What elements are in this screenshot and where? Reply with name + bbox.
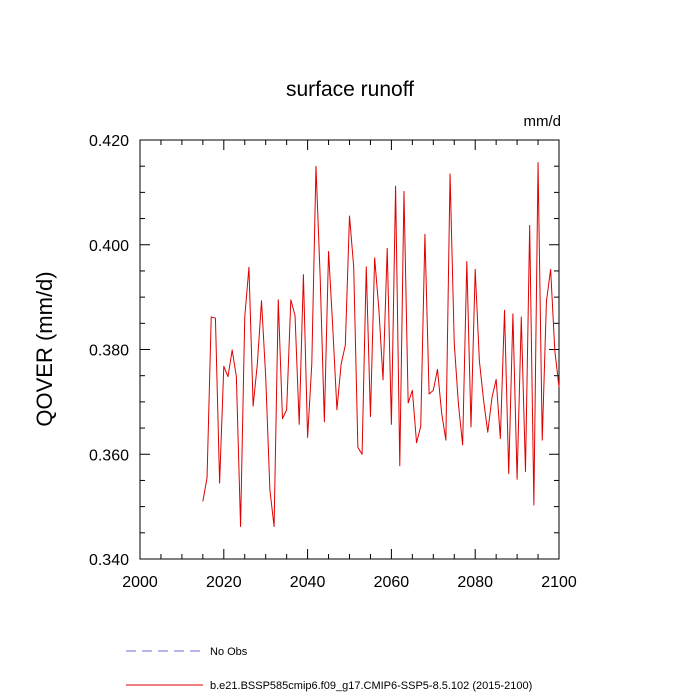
chart-title: surface runoff	[286, 78, 414, 101]
legend-label-run: b.e21.BSSP585cmip6.f09_g17.CMIP6-SSP5-8.…	[210, 680, 532, 692]
y-tick-label: 0.400	[89, 238, 129, 255]
y-tick-label: 0.340	[89, 552, 129, 569]
series-lines	[202, 162, 560, 528]
x-tick-label: 2100	[541, 574, 577, 591]
y-tick-label: 0.360	[89, 447, 129, 464]
axis-ticks	[139, 139, 560, 560]
x-tick-label: 2020	[206, 574, 242, 591]
plot-frame	[139, 139, 560, 560]
x-tick-label: 2000	[122, 574, 158, 591]
x-tick-label: 2080	[457, 574, 493, 591]
series-line-1	[202, 162, 560, 528]
axis-tick-labels: 2000 2020 2040 2060 2080 2100 0.340 0.360 0.380 0…	[89, 133, 577, 591]
x-tick-label: 2040	[290, 574, 326, 591]
units-label: mm/d	[524, 113, 562, 130]
y-tick-label: 0.380	[89, 343, 129, 360]
legend: No Obs b.e21.BSSP585cmip6.f09_g17.CMIP6-…	[126, 646, 532, 692]
x-tick-label: 2060	[374, 574, 410, 591]
y-axis-label: QOVER (mm/d)	[32, 271, 57, 426]
y-tick-label: 0.420	[89, 133, 129, 150]
legend-label-no-obs: No Obs	[210, 646, 248, 658]
